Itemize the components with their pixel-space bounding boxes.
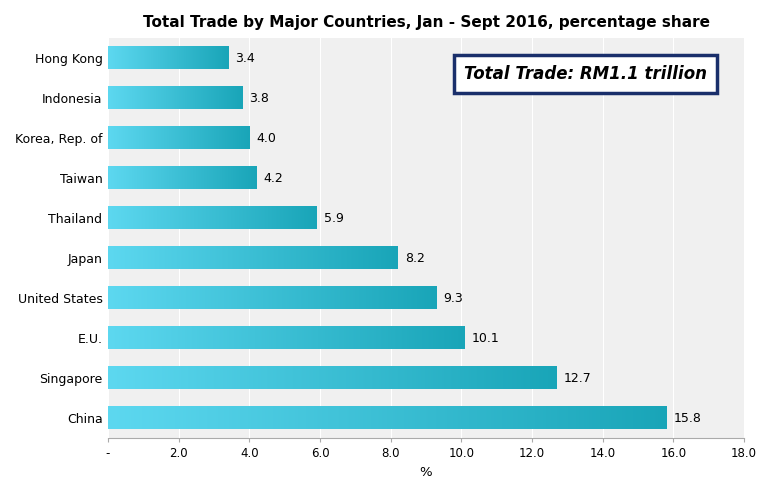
Text: 3.4: 3.4: [235, 52, 255, 65]
X-axis label: %: %: [420, 466, 432, 479]
Title: Total Trade by Major Countries, Jan - Sept 2016, percentage share: Total Trade by Major Countries, Jan - Se…: [143, 15, 709, 30]
Text: 4.2: 4.2: [263, 172, 283, 185]
Text: Total Trade: RM1.1 trillion: Total Trade: RM1.1 trillion: [463, 65, 706, 83]
Text: 9.3: 9.3: [444, 292, 463, 305]
Text: 4.0: 4.0: [256, 132, 276, 145]
Text: 8.2: 8.2: [405, 252, 425, 265]
Text: 15.8: 15.8: [673, 412, 701, 425]
Text: 12.7: 12.7: [564, 372, 591, 385]
Text: 10.1: 10.1: [472, 332, 499, 345]
Text: 3.8: 3.8: [249, 92, 269, 105]
Text: 5.9: 5.9: [323, 212, 344, 225]
